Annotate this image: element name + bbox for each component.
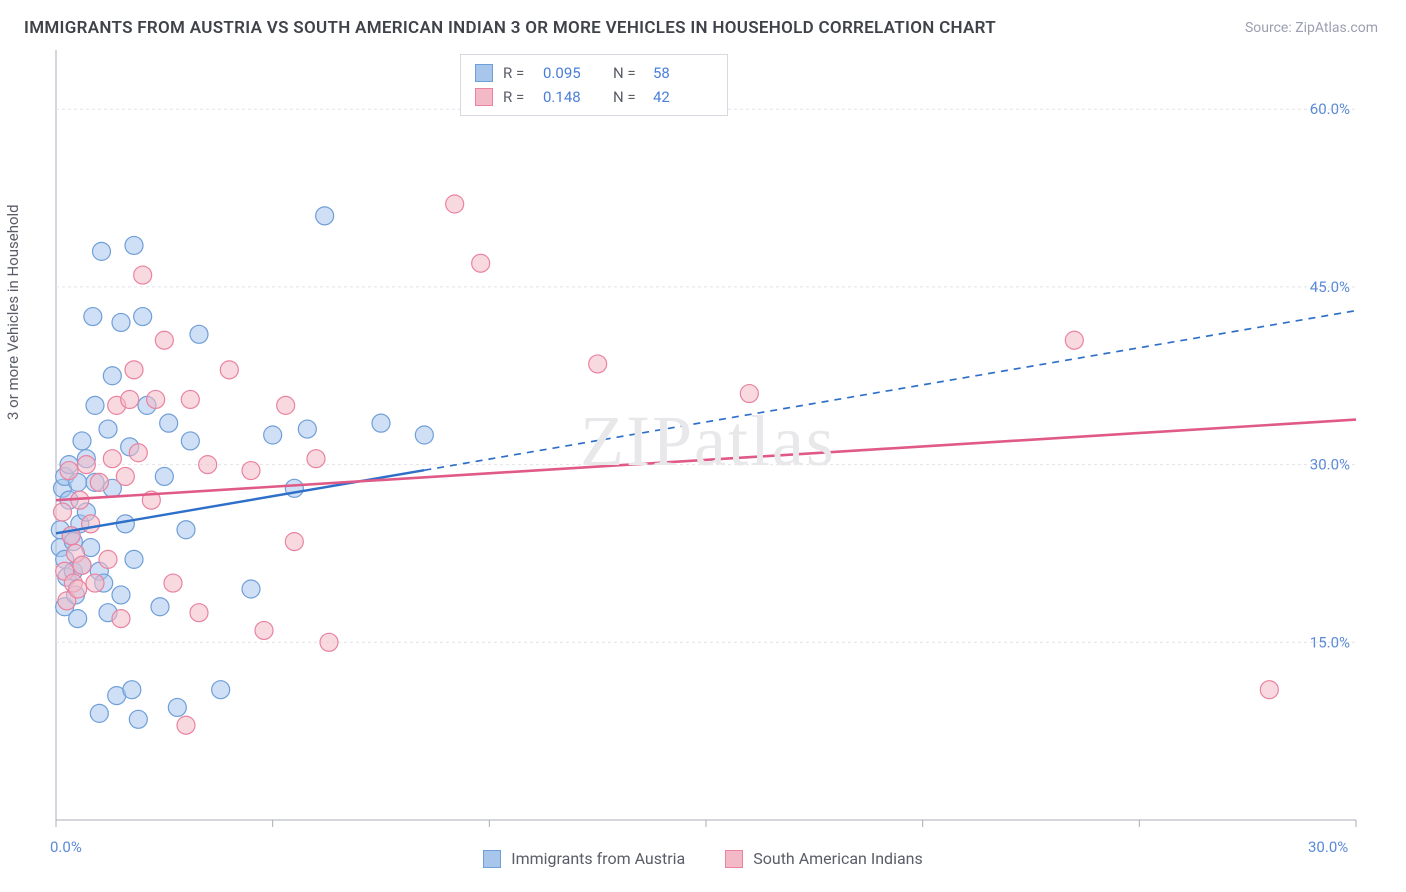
- series-legend: Immigrants from Austria South American I…: [0, 849, 1406, 868]
- r-label: R =: [503, 85, 533, 109]
- x-axis-max-label: 30.0%: [1308, 838, 1348, 856]
- n-label: N =: [613, 61, 643, 85]
- svg-text:60.0%: 60.0%: [1310, 100, 1350, 118]
- r-label: R =: [503, 61, 533, 85]
- legend-swatch: [483, 850, 501, 868]
- r-value: 0.148: [543, 85, 603, 109]
- series-label: Immigrants from Austria: [511, 849, 685, 868]
- r-value: 0.095: [543, 61, 603, 85]
- scatter-chart: 15.0% 30.0% 45.0% 60.0%: [0, 0, 1406, 892]
- svg-text:15.0%: 15.0%: [1310, 633, 1350, 651]
- n-value: 42: [653, 85, 713, 109]
- legend-swatch: [475, 64, 493, 82]
- legend-swatch: [725, 850, 743, 868]
- svg-text:45.0%: 45.0%: [1310, 278, 1350, 296]
- n-value: 58: [653, 61, 713, 85]
- series-label: South American Indians: [753, 849, 923, 868]
- svg-text:30.0%: 30.0%: [1310, 456, 1350, 474]
- legend-swatch: [475, 88, 493, 106]
- n-label: N =: [613, 85, 643, 109]
- x-axis-min-label: 0.0%: [50, 838, 82, 856]
- correlation-legend: R = 0.095 N = 58 R = 0.148 N = 42: [460, 54, 728, 116]
